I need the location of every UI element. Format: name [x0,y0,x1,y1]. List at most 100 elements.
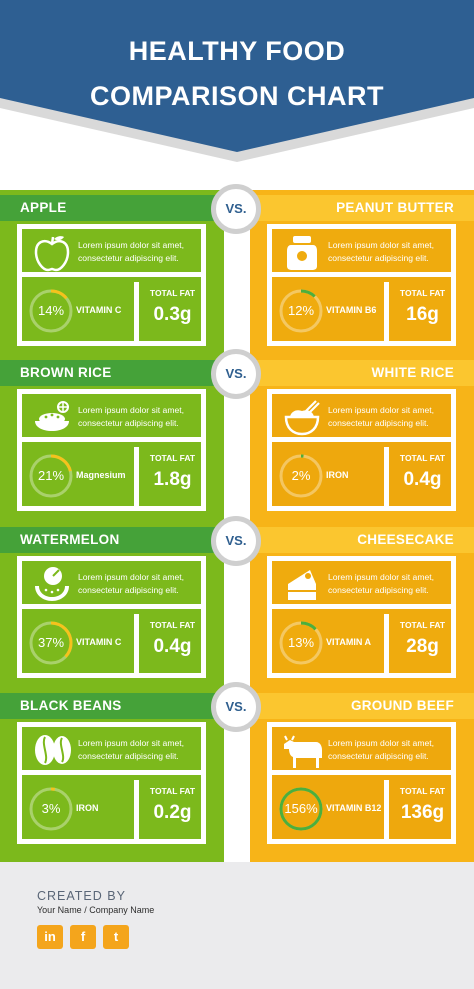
total-fat-value: 0.2g [153,802,192,823]
total-fat-box: TOTAL FAT 0.4g [394,447,451,506]
vs-badge: VS. [211,349,261,399]
twitter-icon[interactable]: t [103,925,129,949]
total-fat-box: TOTAL FAT 1.8g [144,447,201,506]
cow-icon [284,735,322,768]
left-name-bar [0,360,224,386]
comparison-row: WATERMELON Lorem ipsum dolor sit amet, co… [0,516,474,690]
beans-icon [35,735,71,765]
right-name-bar [250,527,474,553]
total-fat-value: 28g [406,636,439,657]
total-fat-label: TOTAL FAT [149,620,196,630]
nutrient-box: 156% VITAMIN B12 [272,780,389,839]
nutrient-box: 2% IRON [272,447,389,506]
comparison-area: APPLE Lorem ipsum dolor sit amet, consect… [0,184,474,862]
food-description: Lorem ipsum dolor sit amet, consectetur … [78,240,185,263]
nutrient-name: IRON [76,803,99,813]
total-fat-label: TOTAL FAT [149,453,196,463]
total-fat-value: 1.8g [153,469,192,490]
food-name: APPLE [20,200,67,215]
food-card: Lorem ipsum dolor sit amet, consectetur … [17,556,206,678]
comparison-row: BLACK BEANS Lorem ipsum dolor sit amet, c… [0,682,474,856]
facebook-icon[interactable]: f [70,925,96,949]
header-banner: HEALTHY FOOD COMPARISON CHART [0,0,474,170]
nutrient-box: 3% IRON [22,780,139,839]
comparison-row: BROWN RICE Lorem ipsum dolor sit amet, co… [0,349,474,523]
food-name: GROUND BEEF [350,698,454,713]
total-fat-box: TOTAL FAT 136g [394,780,451,839]
percent-ring [279,289,323,333]
nutrient-percent: 156% [284,801,318,816]
food-card: Lorem ipsum dolor sit amet, consectetur … [17,224,206,346]
rice-plate-icon [35,401,69,431]
total-fat-box: TOTAL FAT 0.2g [144,780,201,839]
percent-ring [29,454,73,498]
nutrient-name: IRON [326,470,349,480]
nutrient-name: VITAMIN B12 [326,803,382,813]
nutrient-name: VITAMIN C [76,637,122,647]
linkedin-icon[interactable]: in [37,925,63,949]
total-fat-label: TOTAL FAT [399,786,446,796]
total-fat-box: TOTAL FAT 28g [394,614,451,673]
nutrient-box: 12% VITAMIN B6 [272,282,389,341]
watermelon-icon [35,567,69,601]
total-fat-value: 0.4g [403,469,442,490]
food-description-box: Lorem ipsum dolor sit amet, consectetur … [22,394,201,442]
nutrient-percent: 12% [287,303,315,318]
comparison-row: APPLE Lorem ipsum dolor sit amet, consect… [0,184,474,358]
food-description-box: Lorem ipsum dolor sit amet, consectetur … [272,561,451,609]
total-fat-label: TOTAL FAT [149,786,196,796]
food-description-box: Lorem ipsum dolor sit amet, consectetur … [272,229,451,277]
food-name: WHITE RICE [371,365,454,380]
nutrient-name: VITAMIN C [76,305,122,315]
food-description: Lorem ipsum dolor sit amet, consectetur … [328,572,435,595]
food-name: WATERMELON [20,532,120,547]
percent-ring [279,787,323,831]
nutrient-name: Magnesium [76,470,126,480]
food-name: CHEESECAKE [357,532,454,547]
percent-ring [279,454,323,498]
food-name: PEANUT BUTTER [336,200,454,215]
food-card: Lorem ipsum dolor sit amet, consectetur … [17,389,206,511]
food-description-box: Lorem ipsum dolor sit amet, consectetur … [22,727,201,775]
percent-ring [279,621,323,665]
nutrient-percent: 13% [287,635,315,650]
nutrient-name: VITAMIN A [326,637,371,647]
footer: CREATED BY Your Name / Company Name in f… [0,862,474,989]
total-fat-box: TOTAL FAT 0.4g [144,614,201,673]
percent-ring [29,621,73,665]
total-fat-value: 136g [400,802,445,823]
nutrient-name: VITAMIN B6 [326,305,377,315]
nutrient-percent: 3% [41,801,61,816]
food-description: Lorem ipsum dolor sit amet, consectetur … [78,572,185,595]
nutrient-box: 14% VITAMIN C [22,282,139,341]
total-fat-value: 16g [406,304,439,325]
food-description: Lorem ipsum dolor sit amet, consectetur … [78,738,185,761]
page-title-line-1: HEALTHY FOOD [128,36,346,66]
percent-ring [29,787,73,831]
food-description: Lorem ipsum dolor sit amet, consectetur … [78,405,185,428]
left-name-bar [0,195,224,221]
food-card: Lorem ipsum dolor sit amet, consectetur … [267,224,456,346]
created-by-label: CREATED BY [37,889,126,903]
total-fat-box: TOTAL FAT 16g [394,282,451,341]
jar-icon [287,236,317,270]
food-description: Lorem ipsum dolor sit amet, consectetur … [328,405,435,428]
vs-badge: VS. [211,682,261,732]
left-name-bar [0,527,224,553]
nutrient-box: 21% Magnesium [22,447,139,506]
cake-icon [288,570,316,600]
left-name-bar [0,693,224,719]
total-fat-label: TOTAL FAT [399,453,446,463]
nutrient-percent: 37% [37,635,65,650]
header-banner-shape [0,0,474,162]
nutrient-box: 37% VITAMIN C [22,614,139,673]
food-card: Lorem ipsum dolor sit amet, consectetur … [267,556,456,678]
total-fat-label: TOTAL FAT [399,288,446,298]
right-name-bar [250,195,474,221]
right-name-bar [250,693,474,719]
total-fat-value: 0.3g [153,304,192,325]
food-card: Lorem ipsum dolor sit amet, consectetur … [17,722,206,844]
nutrient-percent: 14% [37,303,65,318]
food-card: Lorem ipsum dolor sit amet, consectetur … [267,389,456,511]
vs-badge: VS. [211,184,261,234]
